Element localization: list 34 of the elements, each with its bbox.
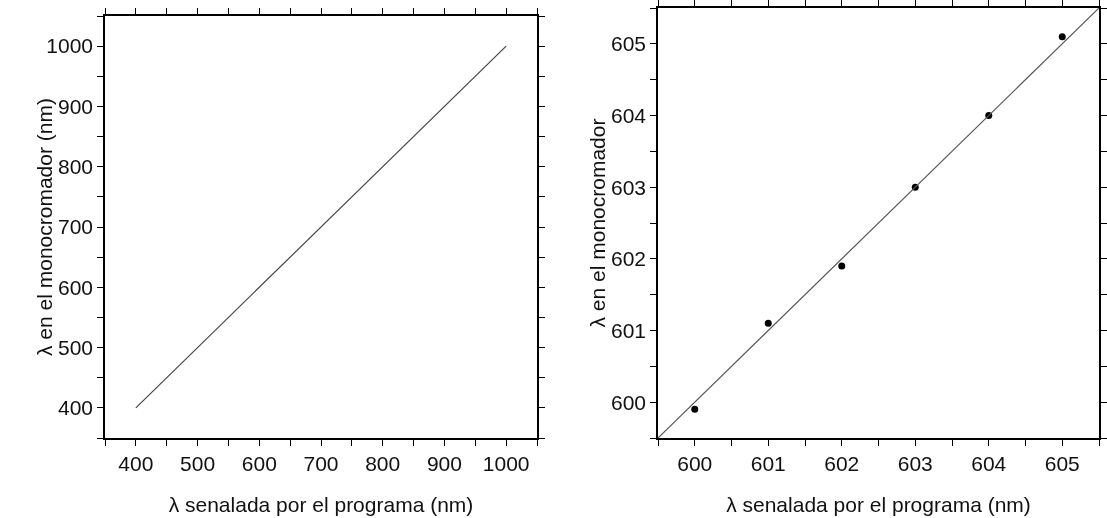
- point: [691, 405, 699, 413]
- x-tick-label: 603: [897, 451, 933, 475]
- x-tick-label: 400: [118, 451, 154, 475]
- y-tick-label: 600: [58, 275, 94, 299]
- x-tick-label: 601: [750, 451, 786, 475]
- x-tick-label: 600: [677, 451, 713, 475]
- y-tick-label: 603: [611, 175, 647, 199]
- y-tick-label: 500: [58, 335, 94, 359]
- x-tick-label: 500: [180, 451, 216, 475]
- y-tick-label: 900: [58, 94, 94, 118]
- x-tick-label: 600: [241, 451, 277, 475]
- point: [838, 262, 846, 270]
- x-tick-label: 605: [1044, 451, 1080, 475]
- y-tick-label: 400: [58, 396, 94, 420]
- y-axis-title: λ en el monocromador: [586, 118, 609, 328]
- x-tick-label: 1000: [482, 451, 530, 475]
- x-tick-label: 604: [971, 451, 1007, 475]
- y-tick-label: 602: [611, 247, 647, 271]
- point: [1058, 33, 1066, 41]
- x-tick-label: 602: [824, 451, 860, 475]
- point: [764, 319, 772, 327]
- y-tick-label: 1000: [46, 34, 94, 58]
- x-tick-label: 700: [303, 451, 339, 475]
- y-tick-label: 600: [611, 390, 647, 414]
- x-axis-title: λ senalada por el programa (nm): [168, 492, 474, 516]
- y-tick-label: 700: [58, 215, 94, 239]
- y-tick-label: 601: [611, 318, 647, 342]
- y-tick-label: 604: [611, 103, 647, 127]
- y-tick-label: 605: [611, 32, 647, 56]
- x-axis-title: λ senalada por el programa (nm): [726, 492, 1031, 516]
- x-tick-label: 900: [426, 451, 462, 475]
- x-tick-label: 800: [365, 451, 401, 475]
- y-tick-label: 800: [58, 155, 94, 179]
- y-axis-title: λ en el monocromador (nm): [33, 98, 56, 356]
